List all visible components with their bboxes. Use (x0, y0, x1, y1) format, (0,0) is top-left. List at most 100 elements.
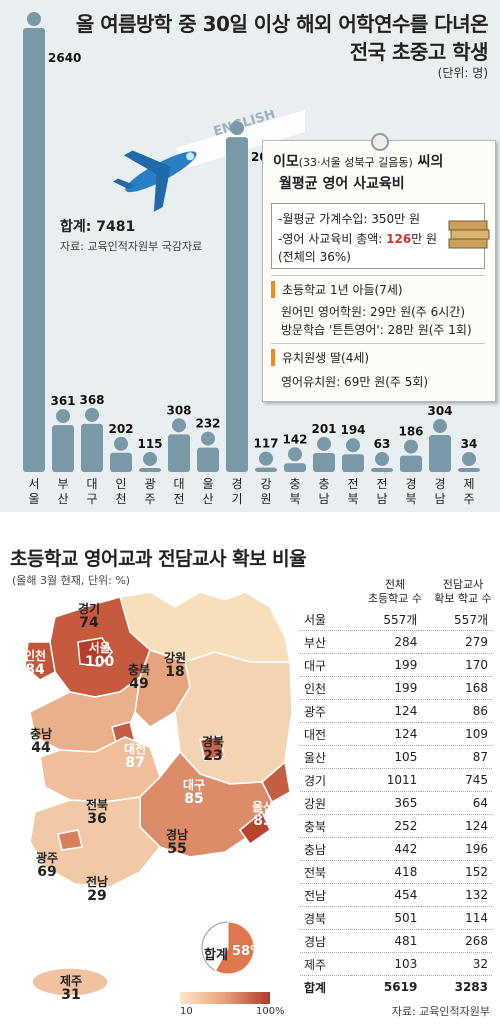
map-label-인천: 인천 84 (24, 649, 46, 677)
map-label-name: 경기 (78, 602, 101, 616)
category-label-char: 기 (231, 492, 242, 506)
map-label-value: 74 (79, 615, 99, 631)
table-row: 서울 557개 557개 (300, 608, 492, 631)
category-label-char: 구 (86, 492, 97, 506)
map-label-name: 경남 (166, 828, 189, 842)
table-cell-total: 103 (350, 952, 422, 976)
table-cell-total: 105 (350, 745, 422, 769)
total-label: 합계: 7481 (60, 219, 136, 235)
category-label-char: 주 (144, 492, 155, 506)
bar-value-label: 304 (427, 404, 452, 418)
map-label-name: 인천 (24, 649, 47, 663)
top-unit: (단위: 명) (437, 66, 488, 80)
category-label-char: 제 (463, 477, 474, 491)
bar-value-label: 142 (282, 432, 307, 446)
top-title-line1: 올 여름방학 중 30일 이상 해외 어학연수를 다녀온 (75, 12, 489, 36)
map-region-busan (238, 810, 271, 846)
pie-total-value: 58% (232, 944, 264, 959)
person-bar-전북 (342, 438, 364, 472)
table-cell-region: 경기 (300, 768, 351, 792)
person-bar-경북 (400, 439, 422, 472)
card-section-son: 초등학교 1년 아들(7세) (271, 281, 403, 298)
table-cell-total: 124 (350, 699, 422, 723)
category-label-char: 남 (434, 492, 445, 506)
legend-gradient (180, 992, 270, 1004)
bottom-source: 자료: 교육인적자원부 (391, 1005, 490, 1018)
legend-max-label: 100% (256, 1006, 285, 1017)
table-cell-total: 1011 (350, 768, 422, 792)
total-pie-slice (214, 921, 255, 975)
table-cell-total: 442 (350, 837, 422, 861)
table-row: 강원 365 64 (300, 791, 492, 815)
category-label-char: 전 (376, 477, 387, 491)
map-label-value: 18 (165, 664, 185, 680)
table-cell-secured: 170 (421, 653, 492, 677)
table-row: 경남 481 268 (300, 929, 492, 953)
card-son-line2: 방문학습 '튼튼영어': 28만 원(주 1회) (281, 323, 472, 337)
card-divider (271, 275, 485, 276)
person-bar-제주 (458, 452, 480, 472)
table-row: 대구 199 170 (300, 653, 492, 677)
map-label-value: 69 (37, 864, 57, 880)
person-bar-충북 (284, 447, 306, 472)
table-row: 경기 1011 745 (300, 768, 492, 792)
map-label-대전: 대전 87 (124, 742, 146, 770)
category-label-char: 원 (260, 492, 271, 506)
map-label-광주: 광주 69 (36, 851, 58, 879)
map-region-daegu (199, 735, 225, 761)
table-cell-region: 강원 (300, 791, 351, 815)
person-bar-대전 (168, 418, 190, 472)
table-cell-total: 454 (350, 883, 422, 907)
table-cell-total: 199 (350, 676, 422, 700)
card-cost-prefix: -영어 사교육비 총액: (278, 232, 387, 246)
map-region-jeonnam (29, 796, 162, 888)
card-section-daughter: 유치원생 딸(4세) (271, 349, 369, 366)
category-label-char: 산 (57, 492, 68, 506)
category-label-char: 강 (260, 477, 271, 491)
table-cell-region: 충남 (300, 837, 351, 861)
category-label-char: 서 (28, 477, 39, 491)
table-cell-region: 제주 (300, 952, 351, 976)
card-name: 이모 (273, 154, 299, 170)
category-label-char: 대 (86, 477, 97, 491)
map-subtitle: (올해 3월 현재, 단위: %) (12, 574, 131, 587)
map-label-name: 대구 (183, 778, 206, 792)
map-title: 초등학교 영어교과 전담교사 확보 비율 (10, 548, 307, 570)
table-cell-secured: 132 (421, 883, 492, 907)
map-label-value: 98 (233, 864, 253, 880)
category-label-char: 부 (57, 477, 68, 491)
card-cost: -영어 사교육비 총액: 126만 원 (278, 230, 437, 247)
table-row: 인천 199 168 (300, 676, 492, 700)
money-stack-icon (448, 220, 490, 249)
table-col-total: 전체 초등학교 수 (367, 578, 423, 605)
map-label-value: 23 (203, 748, 223, 764)
map-region-gwangju (57, 829, 83, 851)
table-row: 전남 454 132 (300, 883, 492, 907)
person-bar-광주 (139, 451, 161, 472)
person-bar-전남 (371, 452, 393, 472)
person-bar-울산 (197, 431, 219, 472)
category-label-char: 울 (202, 477, 213, 491)
card-name-suffix: 씨의 (412, 154, 444, 170)
map-label-부산: 부산 98 (232, 851, 254, 879)
map-label-value: 87 (125, 755, 145, 771)
person-bar-충남 (313, 436, 335, 472)
category-label-char: 경 (434, 477, 445, 491)
table-row: 부산 284 279 (300, 630, 492, 654)
card-summary-box: -월평균 가계수입: 350만 원 -영어 사교육비 총액: 126만 원 (전… (271, 203, 485, 269)
category-label-char: 충 (289, 477, 300, 491)
category-label-char: 북 (405, 492, 416, 506)
card-income: -월평균 가계수입: 350만 원 (278, 212, 421, 226)
table-cell-secured: 64 (421, 791, 492, 815)
map-label-name: 서울 (88, 641, 111, 655)
bar-value-label: 117 (253, 437, 278, 451)
table-cell-total: 284 (350, 630, 422, 654)
table-cell-region: 대구 (300, 653, 351, 677)
map-label-name: 경북 (202, 735, 225, 749)
map-label-value: 85 (184, 791, 204, 807)
person-bar-경기 (226, 121, 248, 473)
category-label-char: 남 (318, 492, 329, 506)
category-label-char: 광 (144, 477, 155, 491)
table-cell-total: 252 (350, 814, 422, 838)
table-cell-region: 광주 (300, 699, 351, 723)
